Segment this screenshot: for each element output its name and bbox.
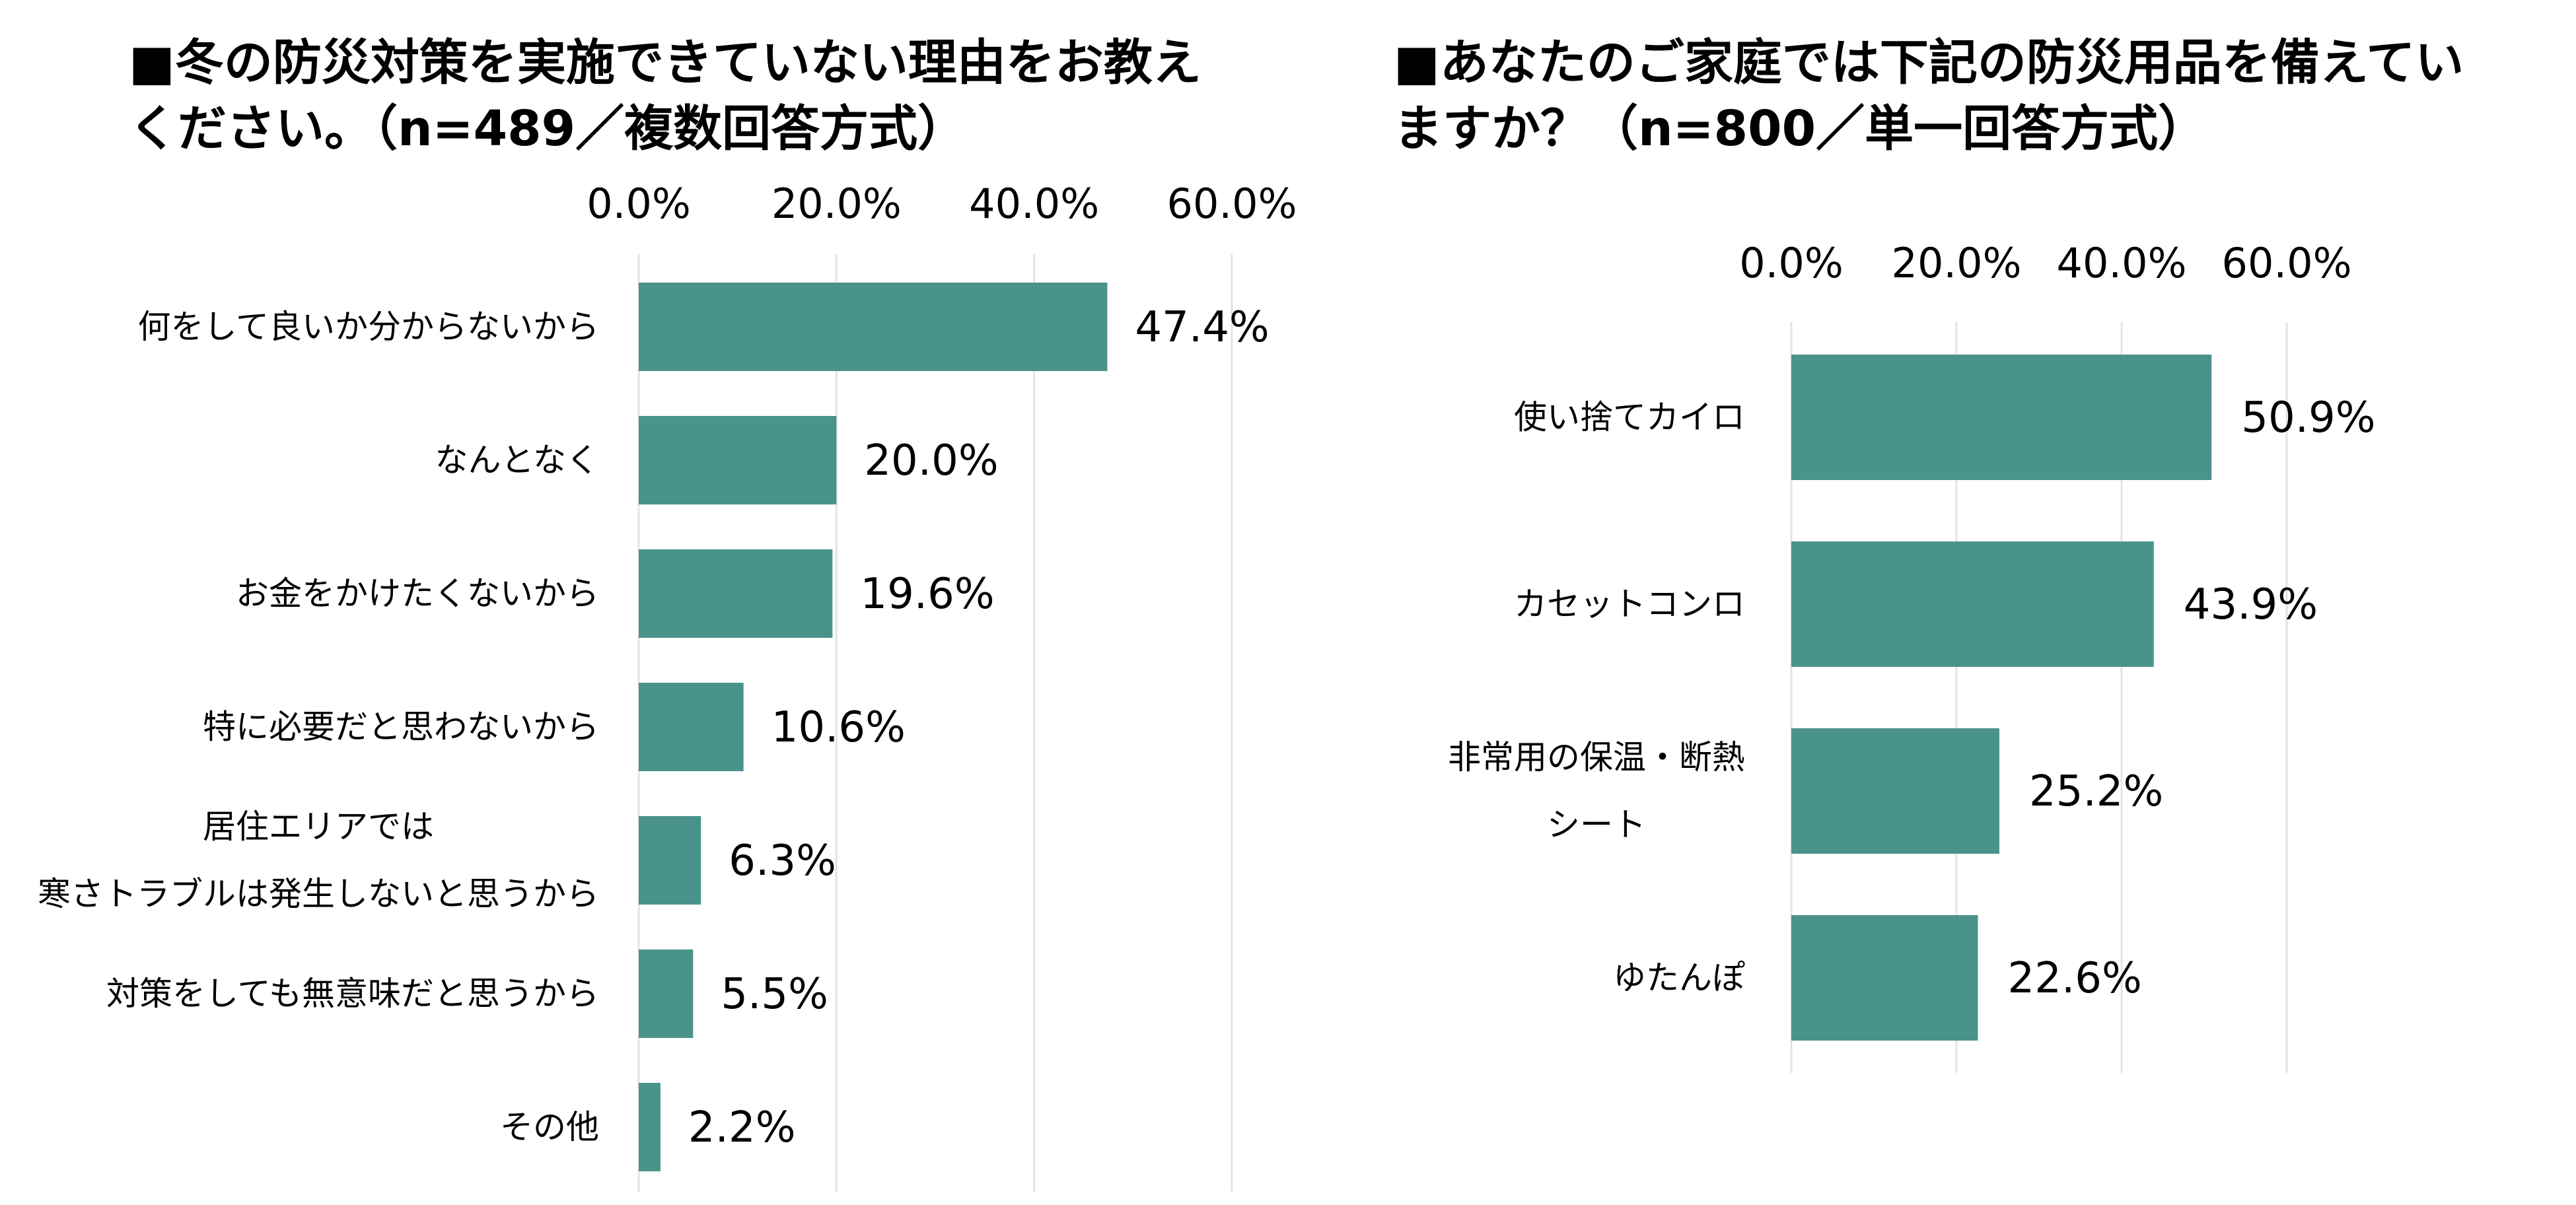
x-tick-label: 60.0%	[1167, 180, 1297, 228]
category-label: カセットコンロ	[1514, 585, 1745, 623]
x-tick-label: 0.0%	[1739, 239, 1843, 287]
data-label: 47.4%	[1135, 303, 1269, 352]
data-label: 6.3%	[729, 837, 836, 885]
x-tick-label: 20.0%	[771, 180, 902, 228]
x-tick-label: 40.0%	[969, 180, 1099, 228]
bar	[1791, 355, 2212, 480]
bar	[1791, 915, 1978, 1041]
data-label: 43.9%	[2184, 580, 2318, 629]
category-label: シート	[1547, 806, 1646, 844]
chart-title-left-line-1: ■冬の防災対策を実施できていない理由をお教え	[129, 34, 1201, 91]
x-tick-label: 20.0%	[1892, 239, 2022, 287]
category-label: その他	[500, 1108, 599, 1146]
bar	[639, 683, 744, 771]
x-tick-label: 40.0%	[2057, 239, 2187, 287]
x-tick-label: 0.0%	[587, 180, 691, 228]
bar	[639, 549, 833, 638]
bar	[639, 816, 701, 905]
category-label: 非常用の保温・断熱	[1448, 738, 1745, 776]
data-label: 5.5%	[721, 970, 828, 1019]
data-label: 10.6%	[771, 703, 906, 752]
chart-title-right: ■あなたのご家庭では下記の防災用品を備えてい ますか？（n=800／単一回答方式…	[1394, 30, 2556, 162]
bar	[639, 283, 1108, 371]
x-tick-label: 60.0%	[2222, 239, 2352, 287]
category-label: 特に必要だと思わないから	[203, 708, 599, 746]
bar	[639, 416, 837, 504]
bar	[1791, 728, 1999, 854]
chart-title-right-line-1: ■あなたのご家庭では下記の防災用品を備えてい	[1394, 34, 2464, 91]
data-label: 25.2%	[2029, 767, 2163, 816]
data-label: 20.0%	[864, 436, 998, 485]
category-label: ゆたんぽ	[1613, 959, 1745, 997]
bar	[1791, 541, 2154, 667]
chart-title-left: ■冬の防災対策を実施できていない理由をお教え ください。（n=489／複数回答方…	[129, 30, 1291, 162]
data-label: 22.6%	[2008, 954, 2142, 1003]
data-label: 2.2%	[688, 1103, 796, 1152]
bar	[639, 1083, 661, 1171]
data-label: 19.6%	[860, 570, 994, 619]
category-label: 対策をしても無意味だと思うから	[106, 975, 599, 1013]
chart-title-right-line-2: ますか？（n=800／単一回答方式）	[1394, 100, 2207, 157]
data-label: 50.9%	[2241, 394, 2375, 442]
bar	[639, 949, 694, 1038]
category-label: 居住エリアでは	[203, 808, 434, 846]
category-label: なんとなく	[435, 441, 600, 479]
category-label: お金をかけたくないから	[236, 574, 599, 613]
category-label: 寒さトラブルは発生しないと思うから	[38, 875, 599, 913]
category-label: 使い捨てカイロ	[1514, 398, 1745, 436]
category-label: 何をして良いか分からないから	[138, 308, 600, 346]
chart-title-left-line-2: ください。（n=489／複数回答方式）	[129, 100, 967, 157]
